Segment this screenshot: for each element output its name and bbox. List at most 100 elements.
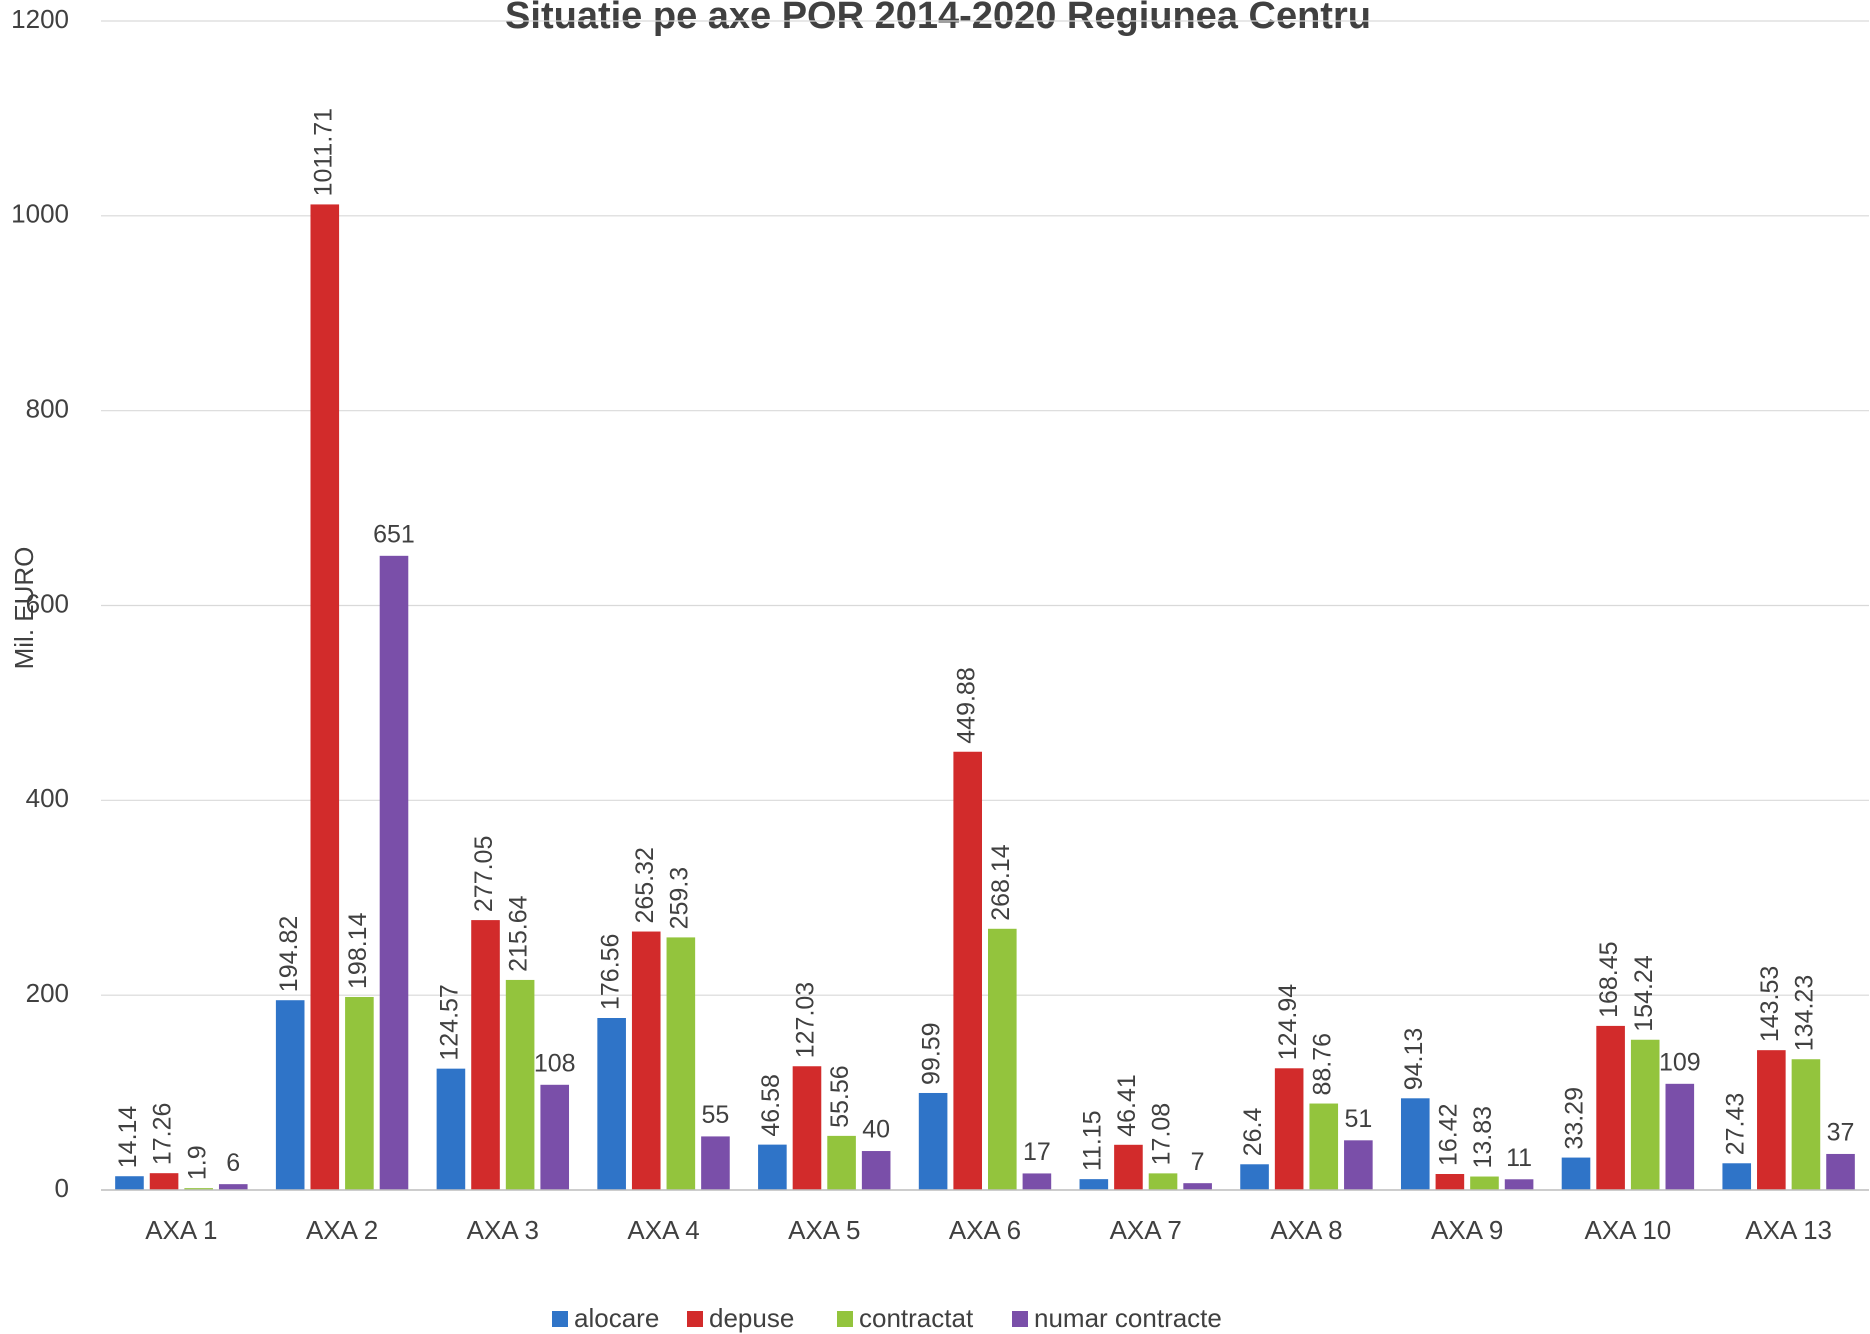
data-label: 127.03 (792, 982, 820, 1058)
x-tick-label: AXA 5 (788, 1215, 860, 1245)
bar (1400, 1098, 1430, 1190)
bar (184, 1188, 213, 1190)
bar (1344, 1140, 1373, 1190)
data-label: 215.64 (505, 895, 533, 972)
y-tick-label: 600 (26, 588, 69, 618)
data-label: 99.59 (918, 1022, 946, 1085)
bar (1596, 1025, 1625, 1190)
bar (345, 996, 374, 1190)
bar (115, 1176, 144, 1190)
data-label: 40 (862, 1116, 890, 1144)
data-label: 109 (1659, 1048, 1701, 1076)
data-label: 268.14 (987, 844, 1015, 921)
bar (827, 1135, 856, 1190)
y-tick-label: 400 (26, 783, 69, 813)
data-label: 1011.71 (309, 108, 337, 197)
bar (701, 1136, 730, 1190)
bar (310, 204, 340, 1190)
data-label: 33.29 (1561, 1087, 1589, 1150)
data-label: 143.53 (1756, 966, 1784, 1042)
bar (792, 1066, 822, 1190)
data-label: 17.08 (1148, 1103, 1176, 1166)
data-label: 176.56 (596, 934, 624, 1010)
legend-label: numar contracte (1034, 1303, 1222, 1333)
bar (1274, 1068, 1304, 1190)
x-tick-label: AXA 3 (467, 1215, 539, 1245)
x-tick-label: AXA 9 (1431, 1215, 1503, 1245)
bar (1114, 1144, 1143, 1190)
data-label: 7 (1191, 1148, 1205, 1176)
bar (1240, 1164, 1269, 1190)
bar (666, 937, 696, 1190)
data-label: 134.23 (1791, 975, 1819, 1051)
data-label: 265.32 (631, 847, 659, 923)
bar (1561, 1157, 1591, 1190)
bar (1504, 1179, 1534, 1190)
data-label: 277.05 (470, 836, 498, 912)
data-label: 46.41 (1113, 1074, 1141, 1137)
bar (1022, 1173, 1052, 1190)
bar (631, 931, 661, 1190)
legend-label: alocare (574, 1303, 659, 1333)
bar (1722, 1163, 1752, 1190)
bar (918, 1092, 948, 1190)
bar (1791, 1059, 1821, 1190)
data-label: 6 (226, 1149, 240, 1177)
data-label: 88.76 (1308, 1033, 1336, 1096)
bar (1757, 1050, 1786, 1190)
legend-label: contractat (859, 1303, 974, 1333)
data-label: 194.82 (275, 916, 303, 992)
legend-swatch (552, 1311, 568, 1327)
data-label: 46.58 (757, 1074, 785, 1137)
data-label: 94.13 (1400, 1028, 1428, 1091)
data-label: 651 (373, 520, 415, 548)
bar (953, 751, 982, 1190)
y-tick-label: 0 (55, 1173, 69, 1203)
data-label: 124.57 (436, 984, 464, 1060)
bar (379, 555, 409, 1190)
bar (988, 928, 1017, 1190)
y-tick-label: 1200 (11, 4, 69, 34)
data-label: 14.14 (114, 1106, 142, 1169)
bar (1470, 1176, 1499, 1190)
bar (1826, 1153, 1855, 1190)
bar (471, 920, 500, 1190)
x-tick-label: AXA 6 (949, 1215, 1021, 1245)
data-label: 55 (702, 1101, 730, 1129)
data-label: 198.14 (344, 912, 372, 989)
bar (1665, 1083, 1695, 1190)
data-label: 16.42 (1434, 1103, 1462, 1166)
chart-title: Situatie pe axe POR 2014-2020 Regiunea C… (505, 0, 1371, 37)
bar (1309, 1103, 1339, 1190)
y-tick-label: 1000 (11, 199, 69, 229)
legend-swatch (1012, 1311, 1028, 1327)
bar (1183, 1183, 1212, 1190)
bar (275, 1000, 305, 1190)
bar (540, 1084, 570, 1190)
data-label: 37 (1827, 1119, 1855, 1147)
data-label: 17.26 (149, 1103, 177, 1166)
bar (1148, 1173, 1178, 1190)
bar (1630, 1039, 1660, 1190)
data-label: 51 (1344, 1105, 1372, 1133)
data-label: 154.24 (1630, 955, 1658, 1032)
y-axis-label: Mil. EURO (9, 547, 39, 670)
x-tick-label: AXA 2 (306, 1215, 378, 1245)
bar (597, 1018, 626, 1190)
x-tick-label: AXA 1 (145, 1215, 217, 1245)
bar (505, 979, 535, 1190)
bar (861, 1151, 891, 1190)
bar (758, 1144, 787, 1190)
y-tick-label: 200 (26, 978, 69, 1008)
bar (1079, 1179, 1109, 1190)
data-label: 124.94 (1274, 984, 1302, 1061)
data-label: 55.56 (826, 1065, 854, 1128)
x-tick-label: AXA 10 (1585, 1215, 1672, 1245)
data-label: 26.4 (1239, 1108, 1267, 1157)
data-label: 168.45 (1595, 941, 1623, 1017)
legend-swatch (687, 1311, 703, 1327)
data-label: 11 (1506, 1144, 1532, 1172)
x-tick-label: AXA 13 (1745, 1215, 1832, 1245)
data-label: 108 (534, 1049, 576, 1077)
